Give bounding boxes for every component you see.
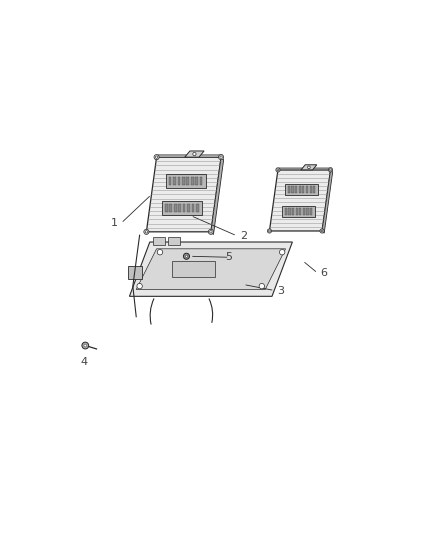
Bar (310, 186, 312, 193)
Polygon shape (166, 174, 205, 188)
Text: 1: 1 (110, 219, 117, 228)
Bar (178, 204, 181, 212)
Polygon shape (282, 206, 315, 217)
Polygon shape (278, 168, 332, 170)
Text: 3: 3 (277, 286, 284, 296)
Text: 6: 6 (320, 268, 327, 278)
Polygon shape (185, 151, 204, 157)
Bar (306, 186, 308, 193)
Polygon shape (130, 242, 293, 296)
Polygon shape (146, 157, 221, 232)
Circle shape (276, 168, 280, 172)
Circle shape (279, 249, 285, 255)
Circle shape (185, 255, 187, 257)
Circle shape (82, 342, 88, 349)
Circle shape (208, 229, 213, 235)
Polygon shape (211, 157, 224, 235)
Bar (153, 237, 165, 245)
Polygon shape (301, 165, 317, 170)
Bar (310, 208, 312, 215)
Bar (192, 204, 194, 212)
Circle shape (84, 344, 87, 347)
Circle shape (154, 155, 159, 160)
Circle shape (277, 169, 279, 171)
Circle shape (219, 155, 224, 160)
Bar (296, 208, 298, 215)
Bar (196, 204, 199, 212)
Circle shape (307, 166, 310, 168)
Text: 5: 5 (225, 252, 232, 262)
Bar (285, 208, 287, 215)
Bar (295, 186, 297, 193)
Circle shape (145, 231, 148, 233)
Bar (183, 204, 185, 212)
Circle shape (184, 253, 190, 260)
Bar (292, 208, 294, 215)
Circle shape (328, 168, 332, 172)
Bar (195, 177, 198, 185)
Circle shape (320, 229, 324, 233)
Polygon shape (322, 170, 332, 233)
Bar (169, 177, 171, 185)
Circle shape (259, 284, 265, 289)
Bar (288, 208, 290, 215)
Circle shape (137, 284, 142, 289)
Bar (174, 204, 177, 212)
Circle shape (330, 169, 332, 171)
Bar (288, 186, 290, 193)
Bar (173, 177, 176, 185)
Polygon shape (285, 183, 318, 195)
Circle shape (193, 152, 196, 156)
Polygon shape (136, 249, 286, 289)
Bar (170, 204, 172, 212)
Bar (302, 186, 304, 193)
Bar (313, 186, 315, 193)
Bar (169, 237, 180, 245)
Bar (191, 177, 194, 185)
Circle shape (268, 230, 270, 232)
Bar (187, 204, 190, 212)
Text: 2: 2 (240, 231, 247, 241)
Circle shape (220, 156, 222, 158)
Bar (299, 208, 301, 215)
Text: 4: 4 (80, 358, 87, 367)
Bar (177, 177, 180, 185)
Bar (173, 261, 215, 277)
Bar (182, 177, 185, 185)
Bar (307, 208, 309, 215)
Circle shape (321, 230, 323, 232)
Circle shape (157, 249, 162, 255)
Circle shape (210, 231, 212, 233)
Bar (299, 186, 301, 193)
Polygon shape (157, 155, 223, 157)
Circle shape (267, 229, 272, 233)
Bar (303, 208, 305, 215)
Bar (165, 204, 168, 212)
Bar (187, 177, 189, 185)
Bar (291, 186, 293, 193)
Polygon shape (269, 170, 331, 231)
Polygon shape (162, 201, 202, 215)
Polygon shape (128, 265, 141, 279)
Bar (200, 177, 202, 185)
Circle shape (155, 156, 158, 158)
Circle shape (144, 229, 149, 235)
